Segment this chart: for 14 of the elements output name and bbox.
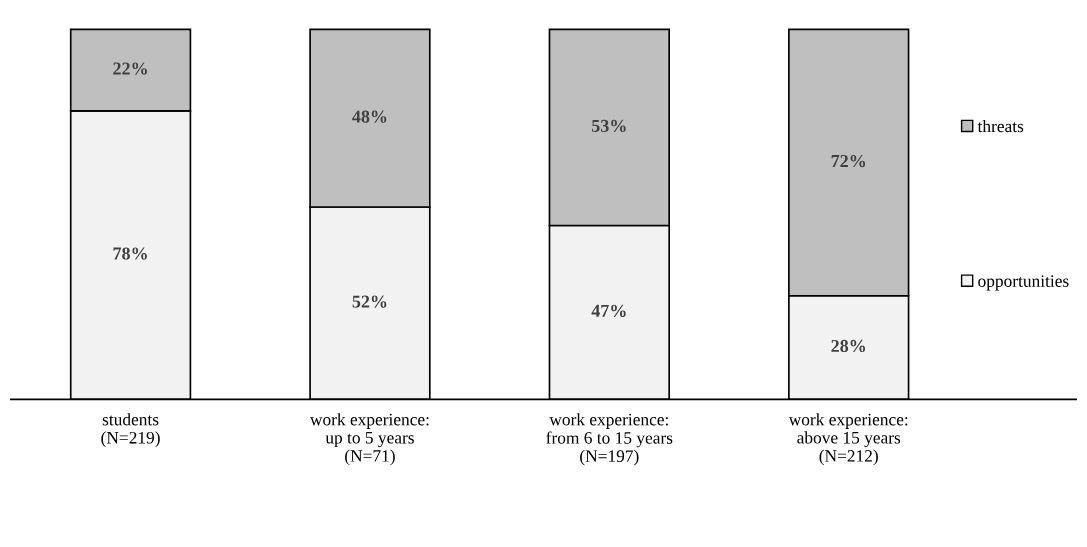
- data-label: 48%: [352, 110, 387, 123]
- data-label: 53%: [592, 119, 626, 133]
- x-tick-label: work experience: from 6 to 15 years (N=197): [546, 413, 673, 466]
- x-tick-label: work experience: above 15 years (N=212): [788, 413, 908, 466]
- data-label: 78%: [113, 247, 147, 260]
- legend-label: opportunities: [978, 275, 1069, 291]
- data-label: 22%: [113, 62, 147, 75]
- legend-label: threats: [977, 119, 1024, 133]
- data-label: 72%: [831, 154, 866, 168]
- data-label: 28%: [831, 339, 866, 353]
- data-label: 47%: [591, 304, 626, 317]
- x-tick-label: work experience: up to 5 years (N=71): [309, 413, 429, 466]
- x-tick-label: students (N=219): [101, 413, 160, 448]
- data-label: 52%: [352, 295, 387, 308]
